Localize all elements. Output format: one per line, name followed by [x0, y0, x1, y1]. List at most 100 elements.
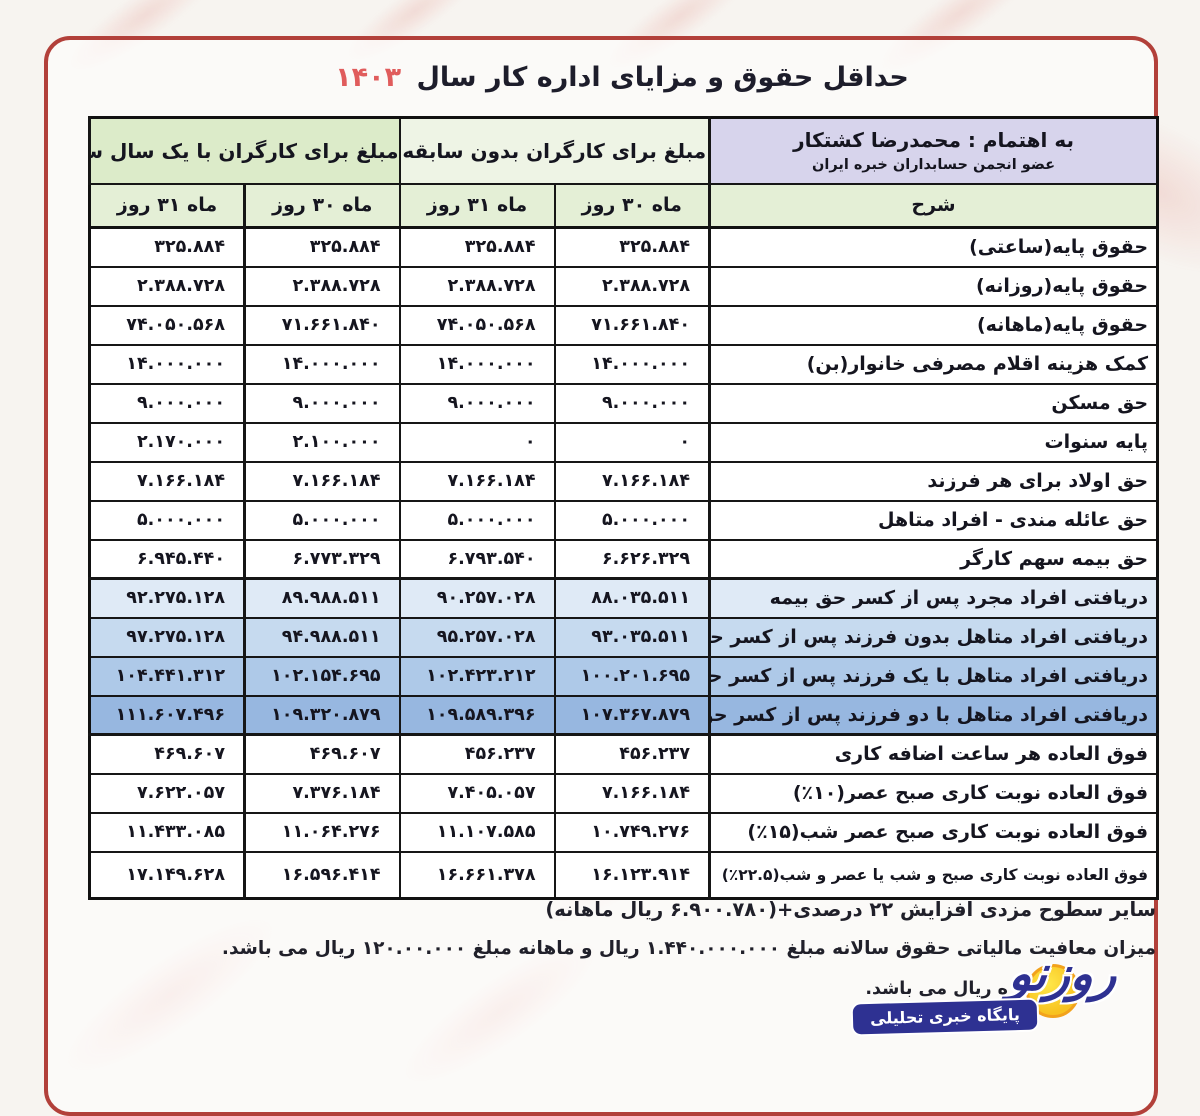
subheader-noexp-month31: ماه ۳۱ روز	[398, 182, 556, 229]
cell-noexp-month31: ۹۵.۲۵۷.۰۲۸	[398, 616, 556, 658]
cell-noexp-month30: ۲.۳۸۸.۷۲۸	[553, 265, 711, 307]
row-label: پایه سنوات	[708, 421, 1159, 463]
table-row: دریافتی افراد متاهل بدون فرزند پس از کسر…	[88, 616, 1159, 658]
page-title: حداقل حقوق و مزایای اداره کار سال ۱۴۰۳	[88, 62, 1156, 93]
table-row: دریافتی افراد متاهل با یک فرزند پس از کس…	[88, 655, 1159, 697]
table-row: حقوق پایه(ساعتی) ۳۲۵.۸۸۴ ۳۲۵.۸۸۴ ۳۲۵.۸۸۴…	[88, 226, 1159, 268]
table-row: حقوق پایه(روزانه) ۲.۳۸۸.۷۲۸ ۲.۳۸۸.۷۲۸ ۲.…	[88, 265, 1159, 307]
row-label: فوق العاده نوبت کاری صبح عصر شب(۱۵٪)	[708, 811, 1159, 853]
roozno-logo: روزنو پایگاه خبری تحلیلی	[845, 946, 1155, 1038]
cell-noexp-month30: ۷.۱۶۶.۱۸۴	[553, 460, 711, 502]
cell-noexp-month31: ۹.۰۰۰.۰۰۰	[398, 382, 556, 424]
cell-noexp-month30: ۱۶.۱۲۳.۹۱۴	[553, 850, 711, 900]
cell-noexp-month31: ۲.۳۸۸.۷۲۸	[398, 265, 556, 307]
cell-exp-month31: ۵.۰۰۰.۰۰۰	[88, 499, 246, 541]
cell-noexp-month30: ۸۸.۰۳۵.۵۱۱	[553, 577, 711, 619]
table-row: پایه سنوات ۰ ۰ ۲.۱۰۰.۰۰۰ ۲.۱۷۰.۰۰۰	[88, 421, 1159, 463]
cell-noexp-month30: ۰	[553, 421, 711, 463]
row-label: حقوق پایه(روزانه)	[708, 265, 1159, 307]
cell-exp-month31: ۲.۱۷۰.۰۰۰	[88, 421, 246, 463]
cell-noexp-month30: ۷.۱۶۶.۱۸۴	[553, 772, 711, 814]
cell-exp-month30: ۷۱.۶۶۱.۸۴۰	[243, 304, 401, 346]
cell-exp-month31: ۱۰۴.۴۴۱.۳۱۲	[88, 655, 246, 697]
title-text: حداقل حقوق و مزایای اداره کار سال	[416, 62, 909, 93]
cell-exp-month30: ۲.۳۸۸.۷۲۸	[243, 265, 401, 307]
row-label: حق مسکن	[708, 382, 1159, 424]
cell-exp-month31: ۷.۱۶۶.۱۸۴	[88, 460, 246, 502]
cell-exp-month30: ۷.۱۶۶.۱۸۴	[243, 460, 401, 502]
cell-exp-month31: ۴۶۹.۶۰۷	[88, 733, 246, 775]
row-label: دریافتی افراد متاهل با یک فرزند پس از کس…	[708, 655, 1159, 697]
table-row: دریافتی افراد مجرد پس از کسر حق بیمه ۸۸.…	[88, 577, 1159, 619]
cell-noexp-month31: ۱۰۲.۴۲۳.۲۱۲	[398, 655, 556, 697]
cell-noexp-month31: ۷۴.۰۵۰.۵۶۸	[398, 304, 556, 346]
cell-exp-month30: ۵.۰۰۰.۰۰۰	[243, 499, 401, 541]
table-row: فوق العاده هر ساعت اضافه کاری ۴۵۶.۲۳۷ ۴۵…	[88, 733, 1159, 775]
cell-exp-month30: ۱۴.۰۰۰.۰۰۰	[243, 343, 401, 385]
cell-exp-month30: ۹۴.۹۸۸.۵۱۱	[243, 616, 401, 658]
desc-column-header: شرح	[708, 182, 1159, 229]
cell-noexp-month30: ۳۲۵.۸۸۴	[553, 226, 711, 268]
cell-noexp-month31: ۰	[398, 421, 556, 463]
table-row: حق عائله مندی - افراد متاهل ۵.۰۰۰.۰۰۰ ۵.…	[88, 499, 1159, 541]
row-label: حق اولاد برای هر فرزند	[708, 460, 1159, 502]
cell-noexp-month30: ۹۳.۰۳۵.۵۱۱	[553, 616, 711, 658]
footnote-other-wage-levels: سایر سطوح مزدی افزایش ۲۲ درصدی+(۶.۹۰۰.۷۸…	[545, 898, 1156, 921]
row-label: حقوق پایه(ماهانه)	[708, 304, 1159, 346]
row-label: کمک هزینه اقلام مصرفی خانوار(بن)	[708, 343, 1159, 385]
cell-exp-month30: ۱۰۹.۳۲۰.۸۷۹	[243, 694, 401, 736]
table-row: حق بیمه سهم کارگر ۶.۶۲۶.۳۲۹ ۶.۷۹۳.۵۴۰ ۶.…	[88, 538, 1159, 580]
cell-noexp-month30: ۱۴.۰۰۰.۰۰۰	[553, 343, 711, 385]
table-row: فوق العاده نوبت کاری صبح عصر شب(۱۵٪) ۱۰.…	[88, 811, 1159, 853]
cell-exp-month31: ۹.۰۰۰.۰۰۰	[88, 382, 246, 424]
table-body: حقوق پایه(ساعتی) ۳۲۵.۸۸۴ ۳۲۵.۸۸۴ ۳۲۵.۸۸۴…	[88, 226, 1159, 900]
row-label: حق بیمه سهم کارگر	[708, 538, 1159, 580]
cell-exp-month31: ۹۲.۲۷۵.۱۲۸	[88, 577, 246, 619]
row-label: دریافتی افراد متاهل بدون فرزند پس از کسر…	[708, 616, 1159, 658]
cell-exp-month31: ۶.۹۴۵.۴۴۰	[88, 538, 246, 580]
row-label: فوق العاده هر ساعت اضافه کاری	[708, 733, 1159, 775]
cell-exp-month31: ۱۱.۴۳۳.۰۸۵	[88, 811, 246, 853]
cell-noexp-month31: ۱۶.۶۶۱.۳۷۸	[398, 850, 556, 900]
byline-cell: به اهتمام : محمدرضا کشتکار عضو انجمن حسا…	[708, 116, 1159, 185]
cell-exp-month30: ۷.۳۷۶.۱۸۴	[243, 772, 401, 814]
cell-exp-month31: ۷.۶۲۲.۰۵۷	[88, 772, 246, 814]
byline-author: به اهتمام : محمدرضا کشتکار	[793, 127, 1074, 152]
cell-exp-month31: ۹۷.۲۷۵.۱۲۸	[88, 616, 246, 658]
cell-exp-month30: ۱۱.۰۶۴.۲۷۶	[243, 811, 401, 853]
cell-exp-month31: ۷۴.۰۵۰.۵۶۸	[88, 304, 246, 346]
subheader-exp-month31: ماه ۳۱ روز	[88, 182, 246, 229]
cell-noexp-month30: ۹.۰۰۰.۰۰۰	[553, 382, 711, 424]
cell-noexp-month31: ۳۲۵.۸۸۴	[398, 226, 556, 268]
table-row: فوق العاده نوبت کاری صبح و شب یا عصر و ش…	[88, 850, 1159, 900]
cell-exp-month30: ۲.۱۰۰.۰۰۰	[243, 421, 401, 463]
row-label: حقوق پایه(ساعتی)	[708, 226, 1159, 268]
cell-noexp-month31: ۴۵۶.۲۳۷	[398, 733, 556, 775]
table-row: حقوق پایه(ماهانه) ۷۱.۶۶۱.۸۴۰ ۷۴.۰۵۰.۵۶۸ …	[88, 304, 1159, 346]
cell-noexp-month31: ۹۰.۲۵۷.۰۲۸	[398, 577, 556, 619]
title-year: ۱۴۰۳	[335, 62, 402, 93]
group-header-no-experience: مبلغ برای کارگران بدون سابقه	[398, 116, 711, 185]
cell-noexp-month31: ۱۴.۰۰۰.۰۰۰	[398, 343, 556, 385]
cell-exp-month30: ۴۶۹.۶۰۷	[243, 733, 401, 775]
cell-exp-month30: ۱۶.۵۹۶.۴۱۴	[243, 850, 401, 900]
cell-exp-month30: ۹.۰۰۰.۰۰۰	[243, 382, 401, 424]
table-row: فوق العاده نوبت کاری صبح عصر(۱۰٪) ۷.۱۶۶.…	[88, 772, 1159, 814]
row-label: فوق العاده نوبت کاری صبح عصر(۱۰٪)	[708, 772, 1159, 814]
salary-table: به اهتمام : محمدرضا کشتکار عضو انجمن حسا…	[87, 116, 1160, 900]
cell-noexp-month31: ۱۱.۱۰۷.۵۸۵	[398, 811, 556, 853]
cell-noexp-month31: ۷.۴۰۵.۰۵۷	[398, 772, 556, 814]
logo-tagline: پایگاه خبری تحلیلی	[852, 999, 1038, 1035]
cell-exp-month31: ۱۱۱.۶۰۷.۴۹۶	[88, 694, 246, 736]
table-row: دریافتی افراد متاهل با دو فرزند پس از کس…	[88, 694, 1159, 736]
subheader-exp-month30: ماه ۳۰ روز	[243, 182, 401, 229]
cell-noexp-month31: ۶.۷۹۳.۵۴۰	[398, 538, 556, 580]
group-header-one-year: مبلغ برای کارگران با یک سال سابقه	[87, 116, 401, 185]
table-row: کمک هزینه اقلام مصرفی خانوار(بن) ۱۴.۰۰۰.…	[88, 343, 1159, 385]
cell-exp-month31: ۳۲۵.۸۸۴	[88, 226, 246, 268]
cell-exp-month30: ۳۲۵.۸۸۴	[243, 226, 401, 268]
cell-exp-month30: ۱۰۲.۱۵۴.۶۹۵	[243, 655, 401, 697]
cell-exp-month31: ۲.۳۸۸.۷۲۸	[88, 265, 246, 307]
table-row: حق اولاد برای هر فرزند ۷.۱۶۶.۱۸۴ ۷.۱۶۶.۱…	[88, 460, 1159, 502]
cell-exp-month31: ۱۴.۰۰۰.۰۰۰	[88, 343, 246, 385]
